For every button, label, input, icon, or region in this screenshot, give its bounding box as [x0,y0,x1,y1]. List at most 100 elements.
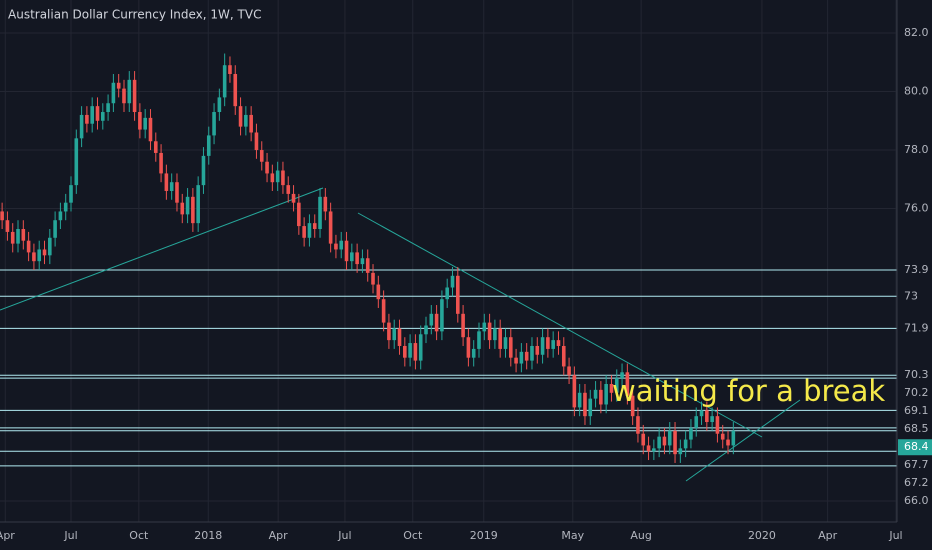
trend-line [357,212,763,438]
candle-body [593,389,598,399]
candle-body [572,375,577,408]
candle-body [667,430,672,446]
y-tick-label: 78.0 [904,143,929,156]
candle-body [519,351,524,364]
candle-body [37,249,42,262]
candle-body [180,202,185,215]
candle-body [731,430,736,446]
candle-body [466,337,471,358]
x-tick-label: Jul [63,529,77,542]
candle-body [26,240,31,253]
y-tick-label: 76.0 [904,202,929,215]
candle-body [148,117,153,142]
chart-title: Australian Dollar Currency Index, 1W, TV… [8,8,261,22]
candle-body [424,325,428,335]
price-axis [897,0,932,550]
candle-body [10,231,15,244]
x-tick-label: Apr [818,529,838,542]
candle-body [238,106,243,127]
candle-body [122,88,126,104]
trend-line [685,399,801,482]
x-tick-label: Oct [403,529,423,542]
candle-body [355,252,359,265]
candle-body [620,372,624,379]
candle-body [334,243,338,250]
candle-body [524,351,529,361]
candle-body [625,372,630,396]
candle-body [455,275,460,314]
candle-body [418,334,423,361]
x-tick-label: May [561,529,584,542]
candle-body [387,322,391,341]
candle-body [678,448,683,455]
candle-body [201,155,206,186]
candle-body [705,410,709,423]
candle-body [32,252,36,262]
price-label: 67.2 [904,476,929,489]
candle-body [689,427,693,440]
price-label: 70.2 [904,386,929,399]
candle-body [69,185,73,203]
candle-body [63,202,68,212]
candle-body [233,73,238,107]
candle-body [318,196,322,229]
candle-body [477,331,481,349]
candle-body [116,82,121,89]
price-label: 70.3 [904,368,929,381]
y-tick-label: 82.0 [904,26,929,39]
candle-body [196,185,200,224]
candle-body [206,135,211,156]
candle-body [286,185,291,194]
candle-body [297,202,301,227]
candle-body [16,228,20,244]
price-label: 73 [904,289,918,302]
candle-body [609,384,614,393]
candle-body [302,226,306,238]
candle-body [530,345,534,361]
candle-body [546,337,550,349]
candle-body [726,439,730,446]
candles [0,53,736,463]
candle-body [641,433,646,446]
candle-body [657,436,661,449]
candle-body [339,240,344,250]
candle-body [100,112,105,121]
x-tick-label: Oct [129,529,149,542]
candle-body [429,313,434,326]
candle-body [662,436,667,446]
candle-body [445,287,450,300]
candle-body [90,106,94,124]
candle-body [381,299,386,323]
candle-body [344,240,349,262]
candle-body [371,272,375,285]
y-tick-label: 66.0 [904,494,929,507]
x-tick-label: 2019 [470,529,498,542]
price-label: 69.1 [904,404,929,417]
candle-body [85,114,89,124]
candle-body [673,430,677,455]
candle-body [535,345,540,355]
candle-body [275,170,280,183]
horizontal-lines [0,269,897,467]
candle-body [132,79,137,113]
candle-body [175,182,179,203]
price-label-box [898,439,932,456]
candle-body [392,328,397,341]
candle-body [461,313,465,338]
candle-body [508,337,513,358]
candle-body [482,322,487,332]
candle-body [153,141,158,153]
x-tick-label: Apr [0,529,15,542]
candle-body [397,328,402,346]
candle-body [169,182,174,191]
candle-body [710,416,714,423]
candle-body [95,106,100,121]
x-tick-label: Jul [337,529,351,542]
candle-body [403,345,407,358]
candle-body [588,398,593,417]
candle-body [159,152,163,174]
candle-body [191,196,195,224]
candle-body [365,258,370,273]
candle-body [259,150,264,162]
